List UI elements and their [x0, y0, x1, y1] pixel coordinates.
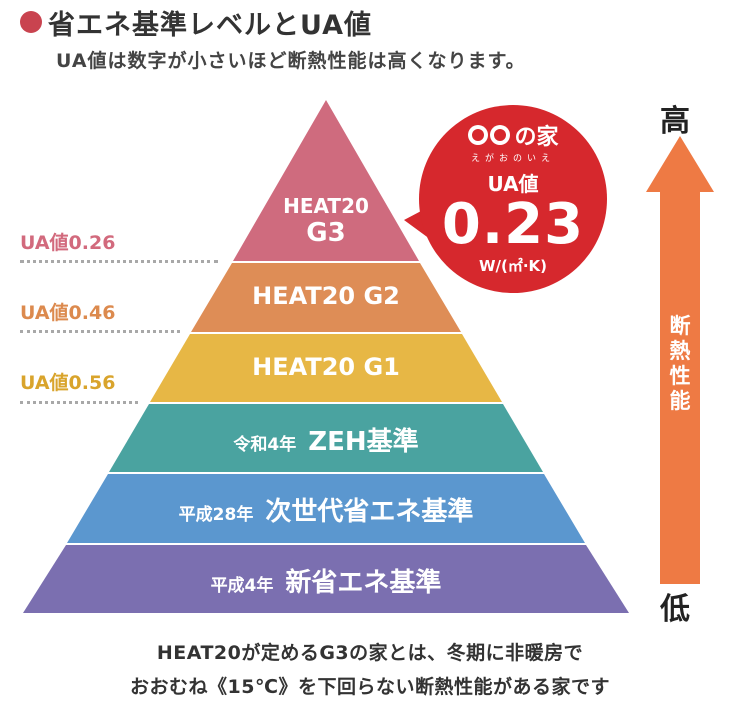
up-arrow-icon [646, 136, 714, 584]
speech-bubble [404, 105, 607, 293]
pyramid-tier-jisedai [67, 474, 585, 543]
title-row: 省エネ基準レベルとUA値 [20, 4, 372, 41]
bullet-dot-icon [20, 11, 42, 33]
logo-text: の家 [514, 125, 559, 150]
scale-low-label: 低 [660, 592, 690, 627]
footer-line-2: おおむね《15℃》を下回らない断熱性能がある家です [130, 676, 610, 698]
tier-label-shin: 平成4年 新省エネ基準 [0, 562, 652, 599]
pyramid-diagram [23, 100, 629, 613]
bubble-content: の家 えがおのいえ UA値 0.23 W/(㎡·K) [419, 105, 607, 293]
tier-shin-text: 新省エネ基準 [285, 568, 442, 598]
tier-label-g3: HEAT20 G3 [0, 194, 652, 248]
tier-jisedai-year: 平成28年 [178, 505, 254, 525]
pyramid-tier-g3 [233, 100, 419, 261]
scale-label: 断熱性能 [669, 314, 691, 413]
page-title: 省エネ基準レベルとUA値 [48, 9, 372, 41]
tier-zeh-year: 令和4年 [233, 435, 297, 455]
tier-label-zeh: 令和4年 ZEH基準 [0, 421, 652, 458]
tier-shin-year: 平成4年 [210, 576, 274, 596]
tier-g3-line2: G3 [306, 218, 346, 248]
ua-label-046: UA値0.46 [20, 302, 116, 324]
bubble-ua-value: 0.23 [441, 192, 585, 257]
tier-g1-text: HEAT20 G1 [252, 353, 400, 381]
scale-high-label: 高 [660, 104, 690, 139]
tier-label-g2: HEAT20 G2 [0, 282, 652, 310]
bubble-ua-label: UA値 [487, 172, 539, 196]
tier-g3-line1: HEAT20 [283, 194, 369, 218]
dotted-line-056 [20, 401, 138, 404]
logo-subtext: えがおのいえ [470, 154, 555, 164]
pyramid-tier-g2 [191, 263, 461, 332]
pyramid-tier-zeh [109, 404, 543, 472]
ua-label-026: UA値0.26 [20, 232, 116, 254]
tier-jisedai-text: 次世代省エネ基準 [265, 497, 474, 527]
egao-logo: の家 [419, 119, 607, 151]
tier-zeh-text: ZEH基準 [308, 427, 419, 457]
dotted-line-046 [20, 330, 180, 333]
smile-face-icon [468, 125, 489, 145]
tier-label-g1: HEAT20 G1 [0, 353, 652, 381]
smile-face-icon [490, 125, 511, 145]
bubble-unit: W/(㎡·K) [478, 257, 548, 275]
tier-label-jisedai: 平成28年 次世代省エネ基準 [0, 491, 652, 528]
footer-line-1: HEAT20が定めるG3の家とは、冬期に非暖房で [156, 642, 584, 664]
pyramid-tier-shin [23, 545, 629, 613]
pyramid-tier-g1 [150, 334, 502, 402]
ua-label-056: UA値0.56 [20, 372, 116, 394]
page-subtitle: UA値は数字が小さいほど断熱性能は高くなります。 [56, 50, 526, 72]
dotted-line-026 [20, 260, 218, 263]
tier-g2-text: HEAT20 G2 [252, 282, 400, 310]
